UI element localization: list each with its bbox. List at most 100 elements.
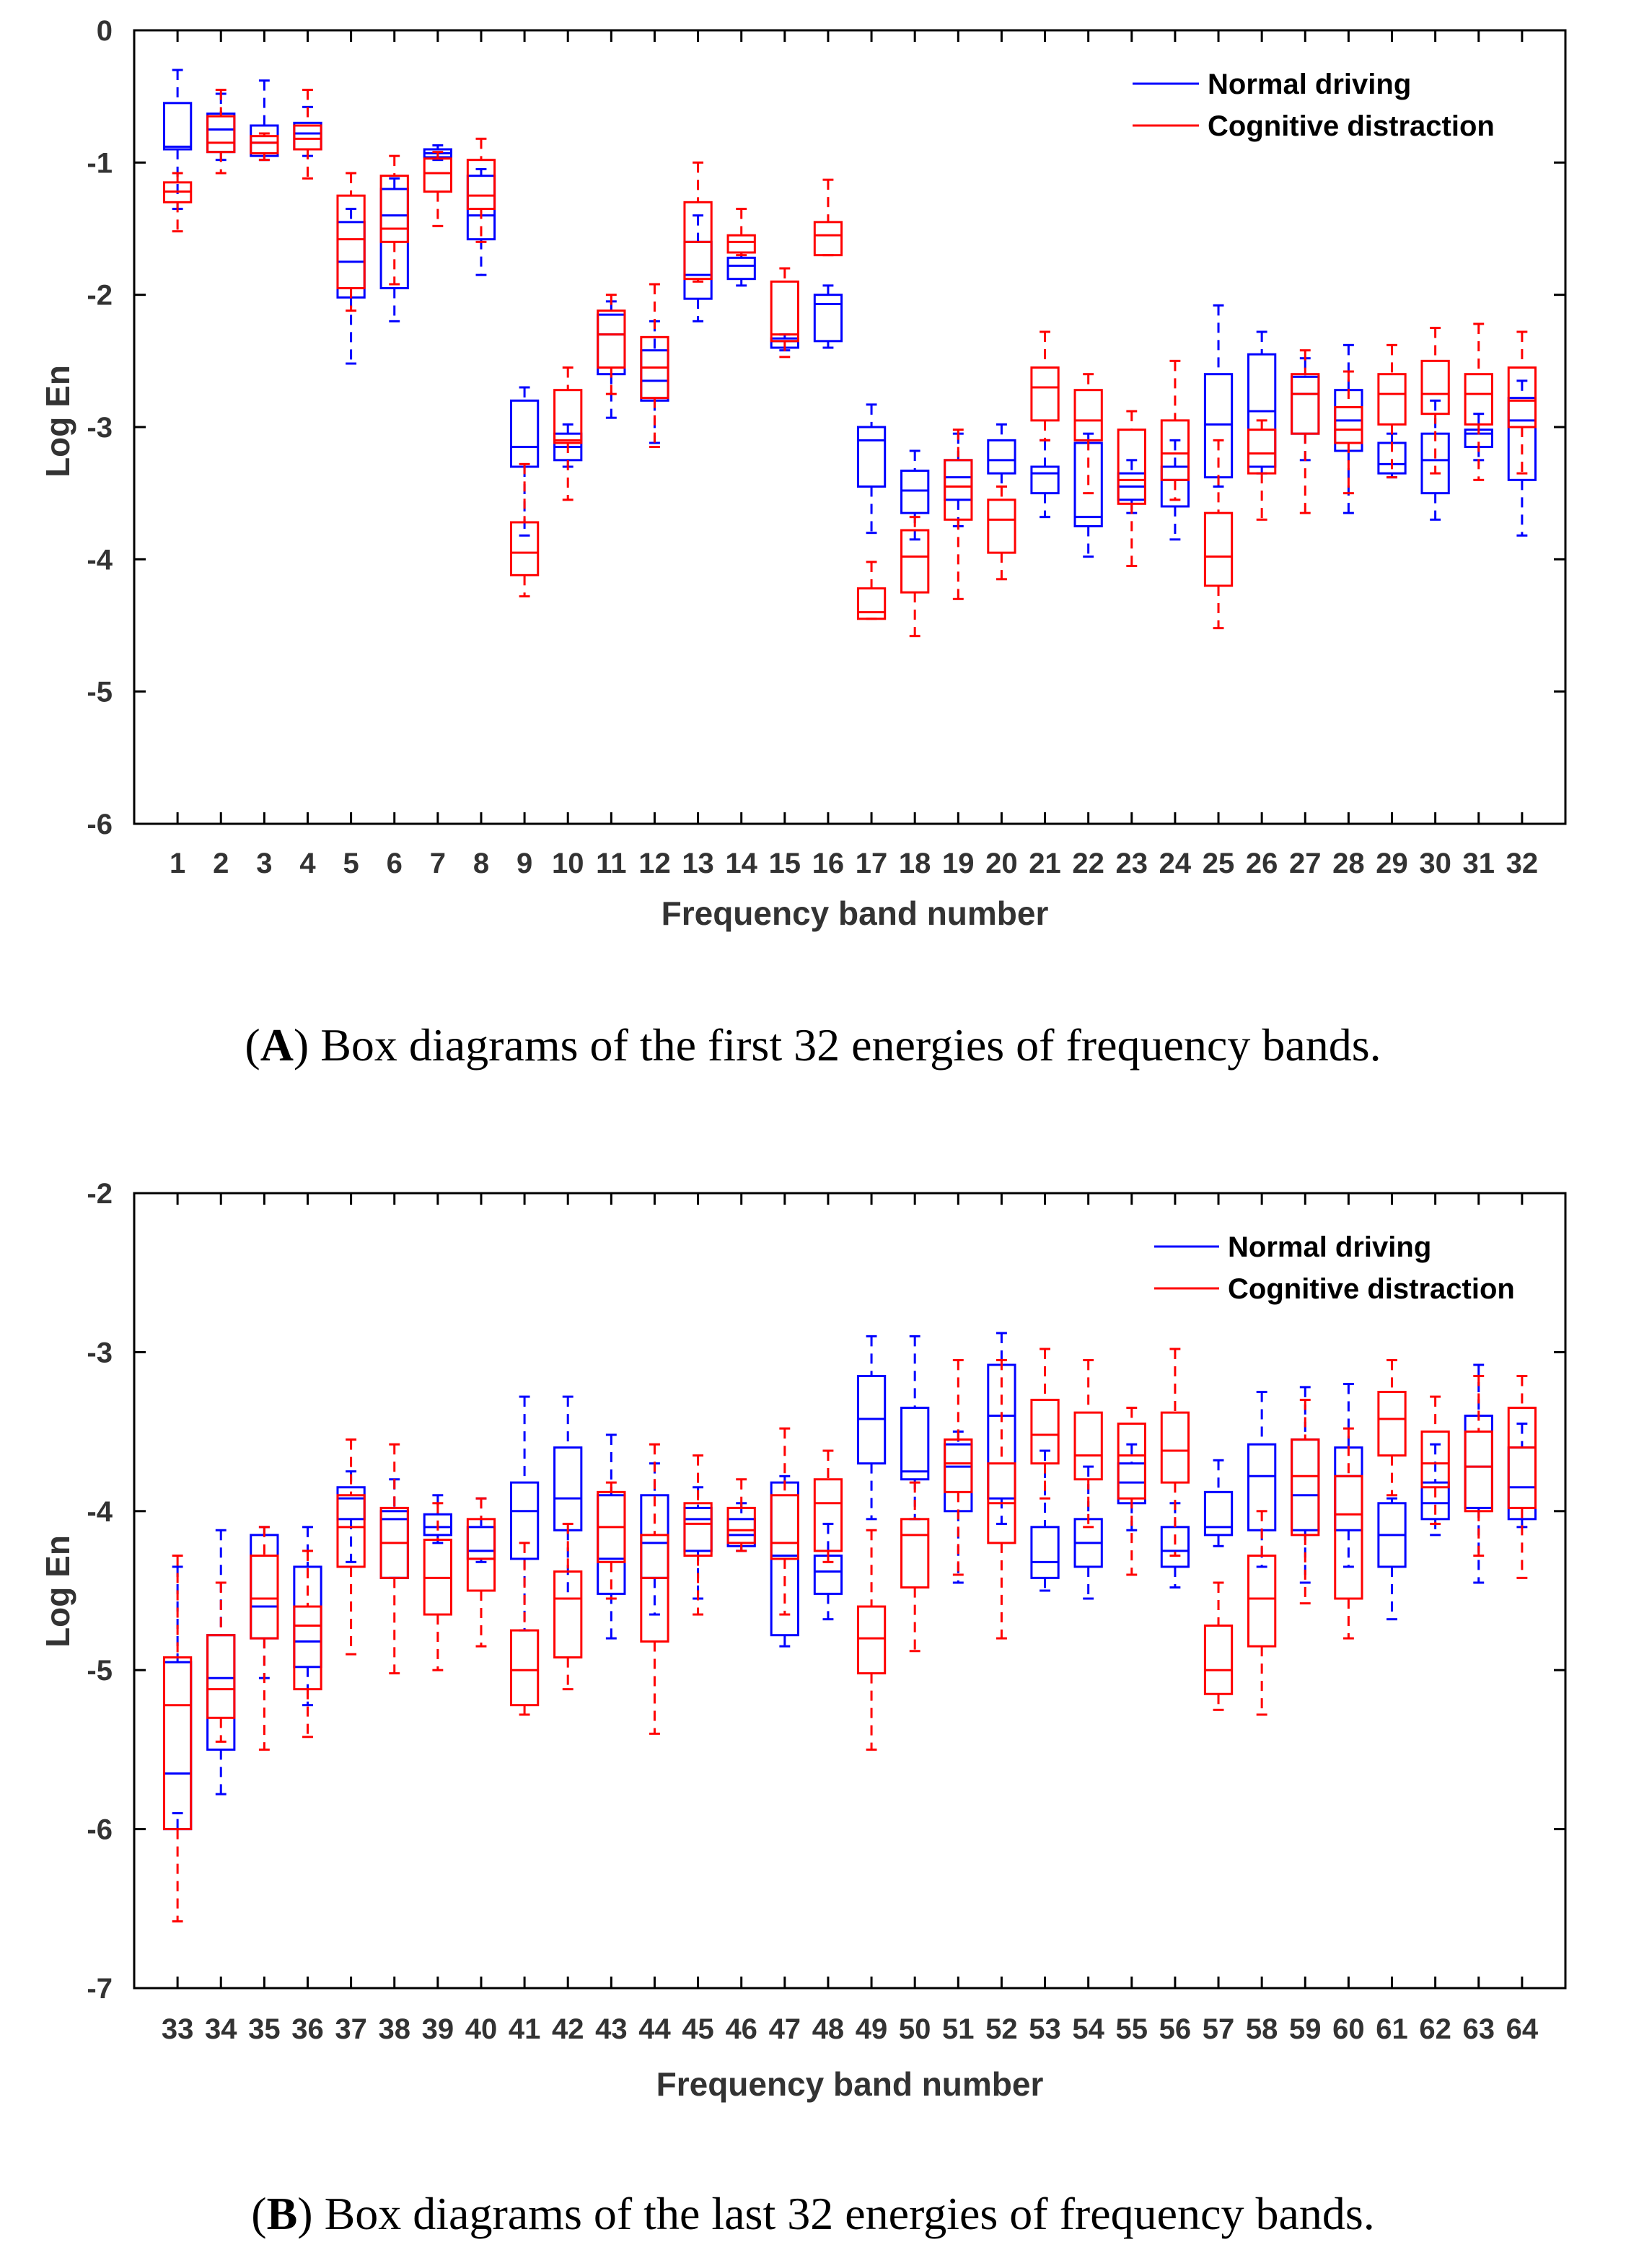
x-tick-label: 5 bbox=[343, 848, 359, 879]
panel-b-legend: Normal driving Cognitive distraction bbox=[1154, 1231, 1515, 1305]
x-tick-label: 50 bbox=[899, 2013, 931, 2045]
y-tick-label: -4 bbox=[87, 544, 113, 576]
iqr-box bbox=[900, 1518, 930, 1589]
x-tick-label: 33 bbox=[162, 2013, 194, 2045]
x-tick-label: 34 bbox=[205, 2013, 237, 2045]
cognitive-distraction-box-53 bbox=[1030, 1348, 1060, 1500]
cognitive-distraction-box-14 bbox=[726, 208, 756, 257]
iqr-box bbox=[1073, 389, 1103, 441]
cognitive-distraction-box-61 bbox=[1377, 1358, 1407, 1497]
cognitive-distraction-box-28 bbox=[1334, 370, 1363, 495]
x-tick-label: 12 bbox=[638, 848, 671, 879]
normal-driving-box-1 bbox=[162, 69, 193, 210]
cognitive-distraction-box-42 bbox=[553, 1522, 583, 1691]
x-tick-label: 31 bbox=[1463, 848, 1495, 879]
iqr-box bbox=[553, 389, 583, 444]
iqr-box bbox=[162, 102, 193, 151]
panel-a-legend: Normal driving Cognitive distraction bbox=[1133, 69, 1495, 142]
iqr-box bbox=[1507, 397, 1537, 481]
cognitive-distraction-box-9 bbox=[509, 462, 540, 598]
x-tick-label: 60 bbox=[1332, 2013, 1365, 2045]
cognitive-distraction-box-13 bbox=[683, 161, 713, 283]
y-tick-label: -6 bbox=[87, 809, 113, 840]
x-tick-label: 1 bbox=[170, 848, 185, 879]
x-tick-label: 6 bbox=[387, 848, 403, 879]
cognitive-distraction-box-18 bbox=[900, 516, 930, 638]
x-tick-label: 42 bbox=[552, 2013, 584, 2045]
x-tick-label: 19 bbox=[942, 848, 975, 879]
iqr-box bbox=[726, 1506, 756, 1544]
normal-driving-box-41 bbox=[509, 1395, 540, 1632]
x-tick-label: 36 bbox=[291, 2013, 324, 2045]
x-tick-label: 18 bbox=[899, 848, 931, 879]
cognitive-distraction-box-43 bbox=[597, 1481, 626, 1600]
x-tick-label: 54 bbox=[1072, 2013, 1104, 2045]
cognitive-distraction-box-52 bbox=[987, 1358, 1016, 1640]
iqr-box bbox=[206, 115, 236, 154]
iqr-box bbox=[900, 529, 930, 594]
x-tick-label: 7 bbox=[430, 848, 446, 879]
iqr-box bbox=[813, 294, 843, 343]
iqr-box bbox=[1507, 366, 1537, 428]
cognitive-distraction-box-2 bbox=[206, 89, 236, 175]
x-tick-label: 61 bbox=[1376, 2013, 1408, 2045]
iqr-box bbox=[1247, 1555, 1277, 1648]
x-tick-label: 62 bbox=[1419, 2013, 1451, 2045]
iqr-box bbox=[1160, 419, 1190, 481]
iqr-box bbox=[162, 1656, 193, 1831]
y-tick-label: -5 bbox=[87, 1655, 113, 1687]
y-tick-label: -3 bbox=[87, 1337, 113, 1368]
x-tick-label: 47 bbox=[769, 2013, 801, 2045]
cognitive-distraction-box-57 bbox=[1203, 1581, 1234, 1711]
iqr-box bbox=[987, 498, 1016, 554]
x-tick-label: 23 bbox=[1116, 848, 1148, 879]
cognitive-distraction-box-10 bbox=[553, 366, 583, 501]
iqr-box bbox=[597, 309, 626, 369]
legend-normal-driving-label: Normal driving bbox=[1228, 1231, 1431, 1263]
x-tick-label: 17 bbox=[856, 848, 888, 879]
cognitive-distraction-box-41 bbox=[509, 1542, 540, 1716]
x-tick-label: 10 bbox=[552, 848, 584, 879]
cognitive-distraction-box-27 bbox=[1291, 349, 1320, 514]
normal-driving-box-54 bbox=[1073, 1465, 1103, 1600]
x-tick-label: 52 bbox=[985, 2013, 1018, 2045]
cognitive-distraction-box-11 bbox=[597, 294, 626, 395]
iqr-box bbox=[683, 1502, 713, 1557]
x-tick-label: 24 bbox=[1159, 848, 1192, 879]
normal-driving-box-16 bbox=[813, 284, 843, 349]
cognitive-distraction-box-49 bbox=[856, 1529, 887, 1751]
y-tick-label: -2 bbox=[87, 280, 113, 312]
cognitive-distraction-box-38 bbox=[379, 1443, 409, 1675]
cognitive-distraction-box-50 bbox=[900, 1481, 930, 1653]
x-tick-label: 46 bbox=[725, 2013, 757, 2045]
cognitive-distraction-box-6 bbox=[379, 154, 409, 286]
iqr-box bbox=[944, 1438, 973, 1493]
legend-normal-driving-label: Normal driving bbox=[1208, 69, 1411, 100]
cognitive-distraction-box-55 bbox=[1117, 1407, 1146, 1576]
iqr-box bbox=[1334, 406, 1363, 444]
x-tick-label: 28 bbox=[1332, 848, 1365, 879]
panel-a-x-axis-title: Frequency band number bbox=[662, 895, 1049, 932]
x-tick-label: 30 bbox=[1419, 848, 1451, 879]
iqr-box bbox=[1203, 511, 1234, 587]
iqr-box bbox=[1073, 1411, 1103, 1481]
iqr-box bbox=[1203, 1624, 1234, 1695]
cognitive-distraction-box-30 bbox=[1420, 327, 1450, 475]
panel-a-caption-text: ) Box diagrams of the first 32 energies … bbox=[294, 1019, 1381, 1071]
cognitive-distraction-box-1 bbox=[162, 172, 193, 233]
normal-driving-box-61 bbox=[1377, 1497, 1407, 1621]
iqr-box bbox=[293, 124, 322, 151]
x-tick-label: 27 bbox=[1289, 848, 1322, 879]
panel-b-x-axis-title: Frequency band number bbox=[656, 2065, 1044, 2103]
x-tick-label: 45 bbox=[682, 2013, 714, 2045]
cognitive-distraction-box-33 bbox=[162, 1555, 193, 1922]
iqr-box bbox=[466, 1518, 496, 1592]
cognitive-distraction-box-25 bbox=[1203, 439, 1234, 630]
cognitive-distraction-box-60 bbox=[1334, 1427, 1363, 1640]
iqr-box bbox=[509, 1481, 540, 1560]
normal-driving-box-30 bbox=[1420, 399, 1450, 521]
x-tick-label: 29 bbox=[1376, 848, 1408, 879]
x-tick-label: 48 bbox=[812, 2013, 845, 2045]
iqr-box bbox=[1030, 366, 1060, 422]
